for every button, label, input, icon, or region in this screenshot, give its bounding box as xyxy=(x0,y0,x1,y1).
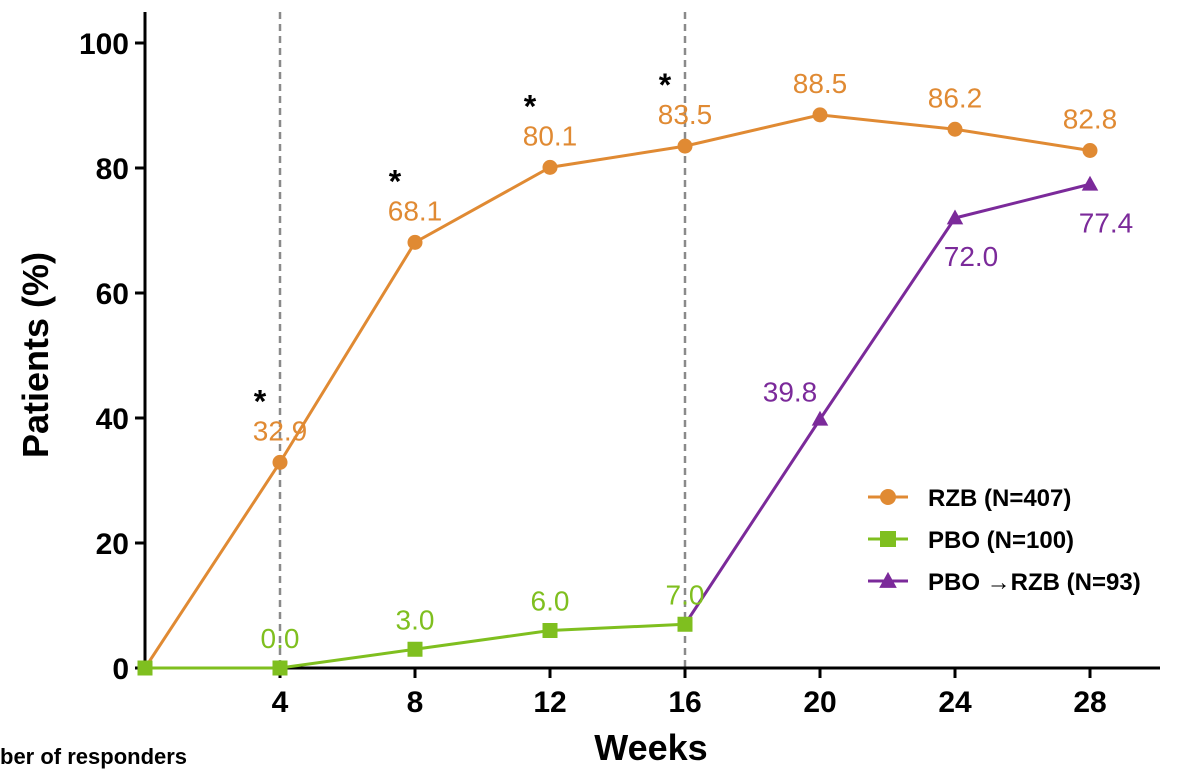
legend-marker-2 xyxy=(879,571,897,588)
data-point-s0-w4 xyxy=(272,454,288,470)
significance-mark-w12: * xyxy=(524,88,537,124)
data-point-s1-w12 xyxy=(542,623,558,638)
data-point-s1-w16 xyxy=(677,616,693,632)
data-point-s1-w4 xyxy=(272,660,288,676)
data-label-s0-w8: 68.1 xyxy=(388,195,443,226)
data-markers xyxy=(137,107,1099,676)
x-tick-label-16: 16 xyxy=(668,686,701,719)
axes: 0 20 40 60 80 100 4 8 12 16 20 24 28 xyxy=(79,12,1160,719)
significance-mark-w4: * xyxy=(254,383,267,419)
data-label-s2-w28: 77.4 xyxy=(1079,207,1134,238)
x-tick-label-24: 24 xyxy=(938,686,972,719)
data-label-s0-w20: 88.5 xyxy=(793,68,848,99)
significance-mark-w8: * xyxy=(389,163,402,199)
legend-label-0: RZB (N=407) xyxy=(928,485,1071,512)
legend-marker-1 xyxy=(880,531,896,547)
data-point-s1-w0 xyxy=(137,660,153,676)
x-tick-label-12: 12 xyxy=(533,686,566,719)
y-tick-label-0: 0 xyxy=(112,653,129,686)
data-point-s0-w20 xyxy=(812,107,828,123)
data-label-s0-w24: 86.2 xyxy=(928,82,983,113)
reference-lines xyxy=(278,12,687,668)
data-point-s0-w12 xyxy=(542,159,558,175)
data-label-s1-w16: 7.0 xyxy=(666,579,705,610)
x-tick-label-28: 28 xyxy=(1073,686,1106,719)
x-tick-label-4: 4 xyxy=(272,686,289,719)
footnote: ber of responders xyxy=(0,744,188,769)
data-point-s0-w24 xyxy=(947,121,963,137)
data-label-s2-w20: 39.8 xyxy=(763,376,818,407)
data-label-s0-w16: 83.5 xyxy=(658,99,713,130)
x-tick-label-20: 20 xyxy=(803,686,836,719)
y-tick-label-80: 80 xyxy=(96,153,129,186)
data-label-s0-w12: 80.1 xyxy=(523,120,578,151)
data-label-s2-w24: 72.0 xyxy=(944,241,999,272)
x-axis-title: Weeks xyxy=(594,727,707,768)
data-point-s2-w20 xyxy=(811,410,829,426)
significance-mark-w16: * xyxy=(659,67,672,103)
data-labels: 32.9*68.1*80.1* 83.5* 88.5 86.282.80.03.06.… xyxy=(253,67,1134,654)
y-tick-label-60: 60 xyxy=(96,278,129,311)
data-label-s0-w28: 82.8 xyxy=(1063,104,1118,135)
data-point-s0-w8 xyxy=(407,234,423,250)
y-tick-label-40: 40 xyxy=(96,403,129,436)
data-point-s0-w16 xyxy=(677,138,693,154)
data-label-s1-w12: 6.0 xyxy=(531,586,570,617)
legend: RZB (N=407) PBO (N=100) PBO →RZB (N=93) xyxy=(868,485,1141,596)
y-tick-label-20: 20 xyxy=(96,528,129,561)
series-line-2 xyxy=(683,182,1091,626)
data-point-s0-w28 xyxy=(1082,143,1098,158)
data-point-s2-w28 xyxy=(1081,175,1099,191)
y-tick-label-100: 100 xyxy=(79,28,129,61)
series-line-0 xyxy=(143,113,1091,669)
data-point-s1-w8 xyxy=(407,641,423,657)
legend-marker-0 xyxy=(880,489,896,505)
y-axis-title: Patients (%) xyxy=(15,252,56,458)
data-label-s0-w4: 32.9 xyxy=(253,415,308,446)
legend-label-2: PBO →RZB (N=93) xyxy=(928,569,1141,596)
data-label-s1-w8: 3.0 xyxy=(396,604,435,635)
data-point-s2-w24 xyxy=(946,209,964,225)
legend-label-1: PBO (N=100) xyxy=(928,527,1074,554)
data-label-s1-w4: 0.0 xyxy=(261,623,300,654)
x-tick-label-8: 8 xyxy=(407,686,424,719)
